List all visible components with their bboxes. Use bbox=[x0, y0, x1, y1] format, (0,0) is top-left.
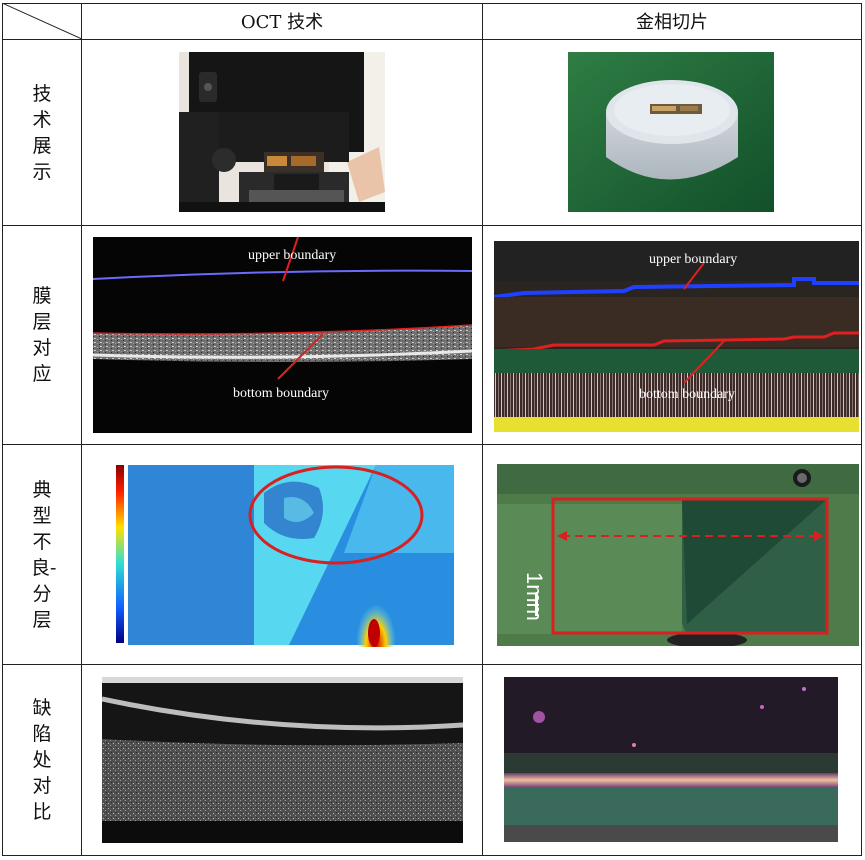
slice-upper-label: upper boundary bbox=[649, 252, 737, 267]
row-label-demo: 技术展示 bbox=[32, 82, 52, 183]
oct-layer-scan: upper boundary bottom boundary bbox=[93, 237, 472, 433]
row-label-defect: 缺陷处对比 bbox=[32, 697, 52, 823]
slice-delamination-photo: 1mm bbox=[497, 464, 859, 646]
corner-diagonal bbox=[2, 3, 82, 40]
header-oct: OCT 技术 bbox=[240, 12, 324, 33]
comparison-table: OCT 技术 金相切片 技术展示 膜层对应 典型不良-分层 缺陷处对比 bbox=[2, 3, 862, 856]
row-divider bbox=[2, 225, 862, 226]
row-label-layer: 膜层对应 bbox=[32, 285, 52, 385]
col-divider bbox=[81, 3, 82, 856]
header-slice: 金相切片 bbox=[636, 12, 708, 33]
row-label-delamination: 典型不良-分层 bbox=[31, 478, 57, 631]
slice-layer-photo: upper boundary bottom boundary bbox=[494, 241, 859, 432]
row-divider bbox=[2, 39, 862, 40]
oct-defect-scan bbox=[102, 677, 463, 843]
col-divider bbox=[482, 3, 483, 856]
table-border-right bbox=[861, 3, 862, 856]
oct-delamination-map bbox=[114, 463, 460, 647]
slice-bottom-label: bottom boundary bbox=[639, 387, 735, 402]
row-divider bbox=[2, 664, 862, 665]
oct-device-photo bbox=[179, 52, 385, 212]
slice-defect-photo bbox=[504, 677, 838, 842]
row-divider bbox=[2, 444, 862, 445]
slice-sample-photo bbox=[568, 52, 774, 212]
table-border-top bbox=[2, 3, 862, 4]
oct-upper-label: upper boundary bbox=[248, 248, 336, 263]
table-border-bottom bbox=[2, 855, 862, 856]
table-border-left bbox=[2, 3, 3, 856]
oct-bottom-label: bottom boundary bbox=[233, 386, 329, 401]
scale-bar-label: 1mm bbox=[522, 572, 547, 621]
